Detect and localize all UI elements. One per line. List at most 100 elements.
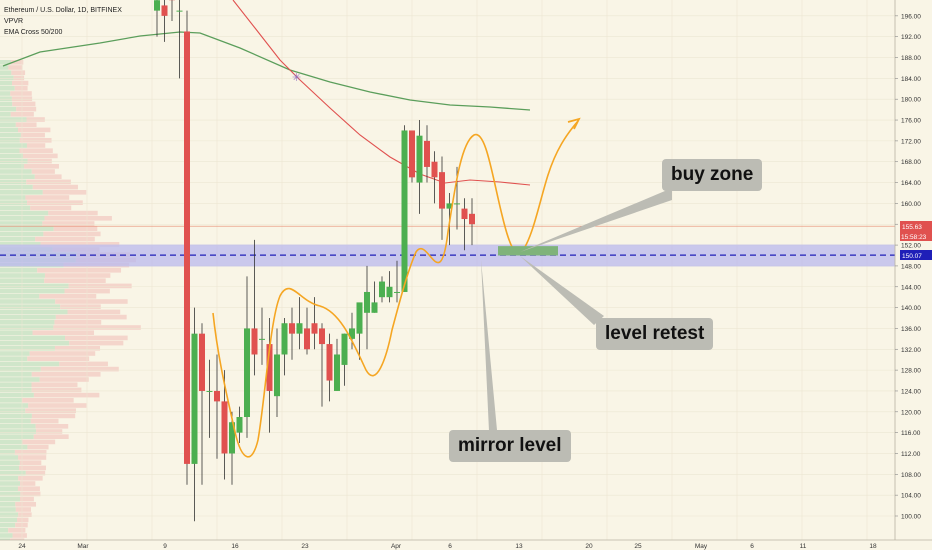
vp-down-bar — [69, 340, 124, 346]
vp-up-bar — [0, 242, 41, 247]
vp-down-bar — [28, 403, 87, 408]
time-tick-label: 24 — [18, 543, 26, 550]
vp-up-bar — [0, 372, 32, 377]
ema-200-line — [2, 31, 531, 111]
vp-down-bar — [27, 356, 90, 361]
candle-up — [386, 286, 393, 298]
vp-up-bar — [0, 299, 56, 304]
vp-up-bar — [0, 528, 9, 533]
vp-down-bar — [20, 481, 36, 486]
vp-up-bar — [0, 294, 40, 299]
time-tick-label: 18 — [869, 543, 877, 550]
price-tick-label: 116.00 — [901, 430, 921, 437]
indicator-vpvr[interactable]: VPVR — [4, 18, 24, 25]
vp-up-bar — [0, 486, 18, 491]
vp-down-bar — [19, 148, 53, 153]
candle-down — [214, 390, 220, 402]
vp-up-bar — [0, 309, 68, 315]
level-band — [0, 244, 895, 267]
vp-down-bar — [40, 242, 120, 247]
vp-down-bar — [26, 117, 45, 122]
vp-up-bar — [0, 465, 19, 471]
vp-up-bar — [0, 153, 24, 159]
vp-up-bar — [0, 398, 23, 403]
ema-50-line — [232, 0, 531, 186]
vp-down-bar — [35, 424, 69, 429]
vp-down-bar — [23, 153, 58, 159]
vp-up-bar — [0, 101, 13, 107]
price-tick-label: 124.00 — [901, 388, 921, 395]
candle-down — [431, 161, 438, 178]
price-tick-label: 184.00 — [901, 76, 921, 83]
mirror-level-label: mirror level — [449, 430, 571, 462]
candle-up — [206, 390, 213, 392]
vp-down-bar — [29, 351, 96, 356]
level-retest-label: level retest — [596, 318, 714, 350]
candle-up — [191, 333, 198, 464]
candle-down — [184, 31, 190, 464]
vp-down-bar — [22, 398, 74, 403]
vp-down-bar — [31, 413, 76, 419]
price-tick-label: 100.00 — [901, 514, 921, 521]
candle-down — [304, 328, 310, 350]
vp-up-bar — [0, 361, 60, 367]
vp-down-bar — [59, 361, 108, 367]
price-tick-label: 104.00 — [901, 493, 921, 500]
vp-down-bar — [17, 486, 40, 491]
vp-down-bar — [33, 392, 100, 398]
countdown-label: 15:58:23 — [901, 234, 927, 241]
vp-up-bar — [0, 335, 66, 341]
price-tick-label: 188.00 — [901, 55, 921, 62]
vp-down-bar — [27, 200, 83, 205]
time-axis: 24 Mar 9 16 23 Apr 6 13 20 25 May 6 11 18 — [0, 539, 932, 550]
candle-down — [424, 140, 430, 167]
candle-up — [236, 417, 243, 433]
vp-up-bar — [0, 517, 17, 523]
vp-up-bar — [0, 80, 12, 86]
price-tick-label: 152.00 — [901, 243, 921, 250]
vp-up-bar — [0, 377, 40, 382]
time-tick-label: 11 — [800, 543, 807, 550]
candle-up — [341, 333, 348, 365]
vp-up-bar — [0, 366, 41, 372]
vp-up-bar — [0, 418, 31, 424]
indicator-ema-cross[interactable]: EMA Cross 50/200 — [4, 29, 63, 36]
vp-down-bar — [20, 496, 34, 502]
price-tick-label: 132.00 — [901, 347, 921, 354]
candle-down — [221, 401, 228, 454]
vp-up-bar — [0, 60, 11, 65]
mirror-level-pointer — [481, 260, 497, 431]
vp-up-bar — [0, 382, 32, 387]
vp-down-bar — [26, 179, 71, 185]
vp-down-bar — [18, 476, 43, 481]
candle-down — [289, 323, 295, 334]
vp-up-bar — [0, 351, 30, 356]
price-tick-label: 172.00 — [901, 138, 921, 145]
vp-down-bar — [31, 169, 55, 174]
vp-down-bar — [65, 335, 128, 341]
vp-up-bar — [0, 481, 21, 486]
price-axis: 100.00 104.00 108.00 112.00 116.00 120.00 124.… — [894, 0, 932, 550]
vp-down-bar — [14, 450, 47, 455]
candle-up — [244, 328, 250, 418]
time-tick-label: May — [695, 543, 708, 550]
vp-up-bar — [0, 132, 21, 138]
candle-up — [371, 302, 378, 313]
time-tick-label: 13 — [515, 543, 523, 550]
vp-up-bar — [0, 429, 37, 434]
buy-zone-box — [498, 246, 558, 256]
vp-up-bar — [0, 502, 16, 507]
vp-down-bar — [12, 101, 36, 107]
vp-up-bar — [0, 460, 20, 465]
vp-up-bar — [0, 158, 28, 164]
candle-up — [281, 323, 288, 355]
vp-up-bar — [0, 314, 56, 320]
last-price-label: 155.63 — [902, 224, 922, 231]
orange-arrowhead — [567, 117, 581, 130]
vp-down-bar — [44, 273, 111, 278]
vp-up-bar — [0, 476, 19, 481]
vp-up-bar — [0, 91, 11, 96]
vp-up-bar — [0, 470, 26, 476]
price-tick-label: 136.00 — [901, 326, 921, 333]
